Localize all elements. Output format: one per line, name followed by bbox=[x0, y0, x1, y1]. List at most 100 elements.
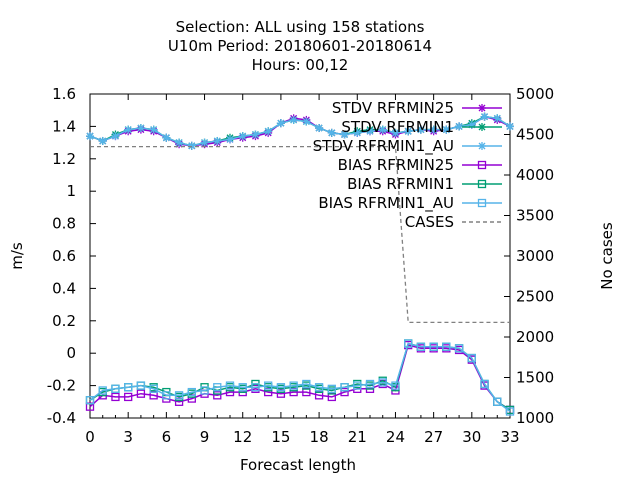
series-2-point bbox=[378, 125, 387, 134]
series-line-5 bbox=[89, 342, 511, 413]
series-2-point bbox=[226, 135, 234, 144]
series-3-point bbox=[111, 392, 120, 402]
axis-ticks: 0 3 6 9 12 15 18 21 24 27 30 33 -0.4 -0.2 0 0.2 0.4 0.6 0.… bbox=[47, 85, 554, 446]
series-3-point bbox=[124, 392, 133, 402]
y2-tick-label: 1000 bbox=[516, 409, 554, 427]
series-2-point bbox=[98, 136, 107, 145]
x-tick-label: 6 bbox=[162, 428, 172, 446]
y-axis-label: m/s bbox=[8, 242, 26, 270]
x-tick-label: 9 bbox=[200, 428, 210, 446]
y2-tick-label: 1500 bbox=[516, 369, 554, 387]
series-5-point bbox=[289, 381, 298, 390]
legend-label-4: BIAS RFRMIN1 bbox=[347, 175, 454, 193]
series-5-point bbox=[85, 396, 95, 405]
series-5-point bbox=[493, 397, 502, 406]
series-2-point bbox=[340, 130, 349, 139]
series-2-point bbox=[111, 132, 120, 141]
x-tick-label: 12 bbox=[233, 428, 252, 446]
y-tick-label: 1.2 bbox=[52, 150, 76, 168]
x-tick-label: 33 bbox=[500, 428, 519, 446]
series-5-point bbox=[200, 386, 209, 395]
series-5-point bbox=[124, 383, 133, 392]
series-2-point bbox=[315, 124, 324, 133]
series-5-point bbox=[98, 386, 107, 395]
series-5-point bbox=[302, 379, 311, 389]
series-2-point bbox=[493, 114, 502, 123]
series-2-point bbox=[187, 141, 196, 150]
legend-label-3: BIAS RFRMIN25 bbox=[338, 156, 454, 174]
legend-label-0: STDV RFRMIN25 bbox=[332, 99, 454, 117]
series-line-2 bbox=[89, 115, 511, 147]
series-5-point bbox=[238, 383, 247, 392]
y-tick-label: 0.6 bbox=[52, 247, 76, 265]
series-2-point bbox=[302, 117, 311, 126]
series-5-point bbox=[454, 344, 464, 353]
legend-label-5: BIAS RFRMIN1_AU bbox=[318, 194, 454, 213]
chart-title-line-2: U10m Period: 20180601-20180614 bbox=[167, 37, 433, 55]
chart-title-line-1: Selection: ALL using 158 stations bbox=[175, 18, 425, 36]
series-5-point bbox=[136, 381, 146, 390]
series-5-point bbox=[391, 381, 400, 390]
series-5-point bbox=[353, 381, 362, 390]
series-5-point bbox=[162, 391, 171, 400]
series-3-point bbox=[340, 387, 349, 397]
series-2-point bbox=[238, 132, 247, 141]
y2-tick-label: 2000 bbox=[516, 328, 554, 346]
series-2-point bbox=[175, 138, 184, 147]
x-tick-label: 30 bbox=[462, 428, 481, 446]
legend-marker-4 bbox=[477, 179, 487, 189]
y2-tick-label: 2500 bbox=[516, 288, 554, 306]
y-tick-label: 1.6 bbox=[52, 85, 76, 103]
series-line-4 bbox=[89, 342, 511, 411]
series-2-point bbox=[124, 125, 133, 134]
series-5-point bbox=[174, 391, 184, 400]
y2-tick-label: 4500 bbox=[516, 126, 554, 144]
series-2-point bbox=[353, 128, 362, 137]
series-5-point bbox=[404, 339, 413, 348]
y2-axis-label: No cases bbox=[598, 222, 616, 290]
series-2-point bbox=[366, 127, 374, 136]
legend-marker-5 bbox=[477, 198, 487, 208]
chart-title-line-3: Hours: 00,12 bbox=[251, 56, 349, 74]
series-5-point bbox=[327, 384, 336, 393]
legend-label-2: STDV RFRMIN1_AU bbox=[313, 137, 454, 156]
series-5-point bbox=[442, 342, 451, 351]
series-2-point bbox=[149, 125, 158, 134]
series-line-3 bbox=[89, 344, 511, 411]
y-tick-label: -0.4 bbox=[47, 409, 76, 427]
legend-marker-1 bbox=[478, 123, 486, 131]
series-2-point bbox=[264, 127, 273, 136]
y-tick-label: 0.4 bbox=[52, 279, 76, 297]
y-tick-label: 0.8 bbox=[52, 215, 76, 233]
series-5-point bbox=[340, 383, 349, 392]
series-5-point bbox=[467, 353, 476, 363]
series-3-point bbox=[213, 391, 222, 400]
series-2-point bbox=[391, 128, 400, 137]
series-2-point bbox=[276, 119, 285, 128]
series-2-point bbox=[86, 132, 94, 141]
y2-tick-label: 3000 bbox=[516, 247, 554, 265]
series-2-point bbox=[480, 112, 489, 121]
legend-marker-0 bbox=[478, 104, 486, 112]
legend-marker-2 bbox=[478, 142, 486, 150]
series-5-point bbox=[213, 383, 222, 392]
series-5-point bbox=[264, 381, 273, 390]
series-5-point bbox=[111, 384, 120, 393]
y-tick-label: -0.2 bbox=[47, 377, 76, 395]
series-5-point bbox=[480, 379, 489, 389]
legend-label-6: CASES bbox=[405, 213, 454, 231]
x-tick-label: 15 bbox=[271, 428, 290, 446]
x-tick-label: 0 bbox=[85, 428, 95, 446]
series-line-6 bbox=[90, 145, 510, 324]
series-2-point bbox=[404, 127, 413, 136]
series-5-point bbox=[505, 407, 515, 416]
series-2-point bbox=[506, 122, 514, 131]
series-2-point bbox=[442, 125, 451, 134]
y2-tick-label: 3500 bbox=[516, 207, 554, 225]
y2-tick-label: 5000 bbox=[516, 85, 554, 103]
y2-tick-label: 4000 bbox=[516, 166, 554, 184]
legend-marker-3 bbox=[477, 160, 487, 170]
series-group bbox=[85, 112, 515, 416]
series-2-point bbox=[213, 136, 222, 145]
series-5-point bbox=[276, 383, 286, 392]
